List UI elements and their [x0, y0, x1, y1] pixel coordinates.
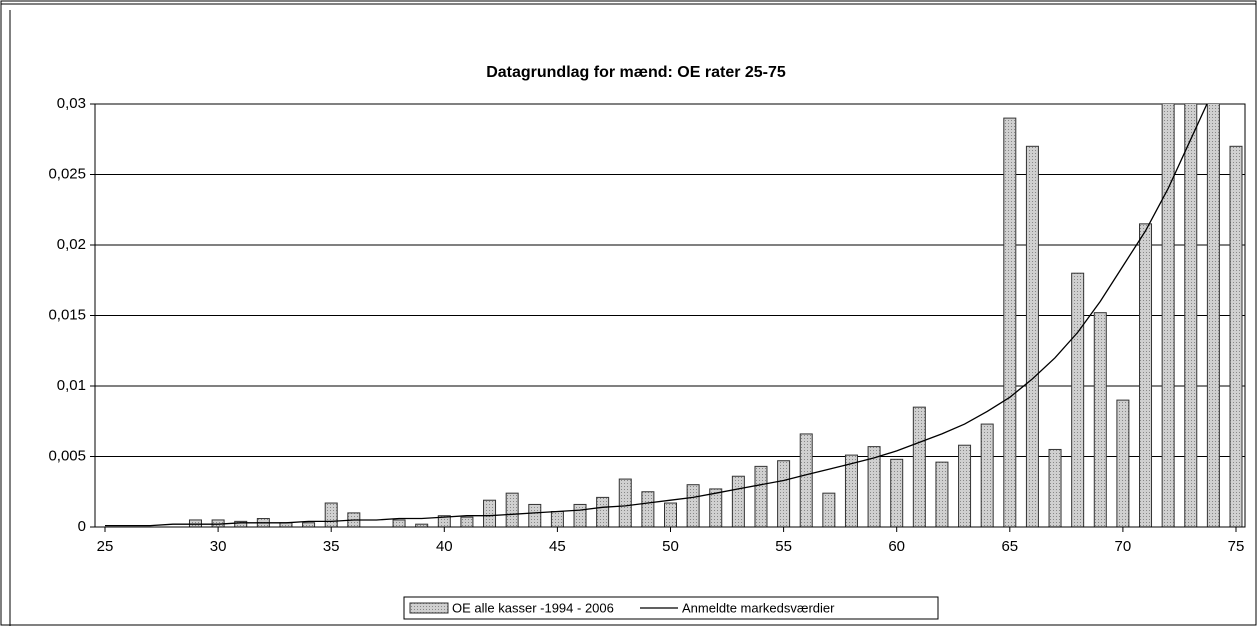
bar — [483, 499, 497, 527]
bar — [844, 454, 858, 527]
bar — [1003, 117, 1017, 527]
bar — [980, 423, 994, 527]
bar — [188, 519, 202, 527]
x-tick-label: 45 — [549, 538, 566, 555]
bar — [822, 492, 836, 527]
x-tick-label: 70 — [1115, 538, 1132, 555]
x-tick-label: 60 — [888, 538, 905, 555]
bar — [777, 460, 791, 527]
x-tick-label: 30 — [210, 538, 227, 555]
y-tick-label: 0,015 — [48, 306, 86, 323]
bar — [1139, 223, 1153, 527]
y-tick-label: 0 — [78, 518, 86, 535]
bar — [573, 503, 587, 527]
x-tick-label: 40 — [436, 538, 453, 555]
bar — [460, 516, 474, 527]
bar — [550, 510, 564, 527]
legend-swatch — [409, 602, 449, 614]
x-tick-label: 65 — [1001, 538, 1018, 555]
x-tick-label: 35 — [323, 538, 340, 555]
y-tick-label: 0,025 — [48, 165, 86, 182]
bar — [686, 484, 700, 527]
bar — [1229, 145, 1243, 527]
bar — [505, 492, 519, 527]
legend-label: OE alle kasser -1994 - 2006 — [452, 600, 614, 615]
bar — [1116, 399, 1130, 527]
bar — [867, 446, 881, 527]
bar — [1093, 312, 1107, 527]
legend: OE alle kasser -1994 - 2006 Anmeldte mark… — [403, 596, 939, 620]
bar — [302, 522, 316, 527]
series-group — [105, 104, 1243, 527]
bar — [731, 475, 745, 527]
bar — [392, 519, 406, 527]
bar — [1025, 145, 1039, 527]
bar — [528, 503, 542, 527]
bar — [1161, 104, 1175, 527]
trend-line — [105, 104, 1208, 527]
y-tick-label: 0,01 — [57, 377, 86, 394]
bar — [1206, 104, 1220, 527]
bar — [754, 465, 768, 527]
bar — [799, 433, 813, 527]
bar — [1071, 272, 1085, 527]
bar — [958, 444, 972, 527]
x-tick-label: 50 — [662, 538, 679, 555]
legend-label: Anmeldte markedsværdier — [682, 600, 835, 615]
plot-area: 0 0,005 0,01 0,015 0,02 0,025 0,03 25 30 35 40 45 50… — [48, 95, 1246, 555]
y-tick-label: 0,02 — [57, 236, 86, 253]
y-tick-label: 0,005 — [48, 447, 86, 464]
x-tick-label: 25 — [97, 538, 114, 555]
bar — [890, 458, 904, 527]
bar — [641, 491, 655, 527]
bar — [324, 502, 338, 527]
bar — [1048, 448, 1062, 527]
y-tick-label: 0,03 — [57, 95, 86, 112]
bar — [618, 478, 632, 527]
x-tick-label: 75 — [1228, 538, 1245, 555]
chart-title: Datagrundlag for mænd: OE rater 25-75 — [486, 64, 786, 81]
bar — [1184, 104, 1198, 527]
bar — [596, 496, 610, 527]
bar — [709, 488, 723, 527]
bar — [664, 502, 677, 527]
bar — [912, 406, 926, 527]
bar — [935, 461, 949, 527]
x-tick-label: 55 — [775, 538, 792, 555]
